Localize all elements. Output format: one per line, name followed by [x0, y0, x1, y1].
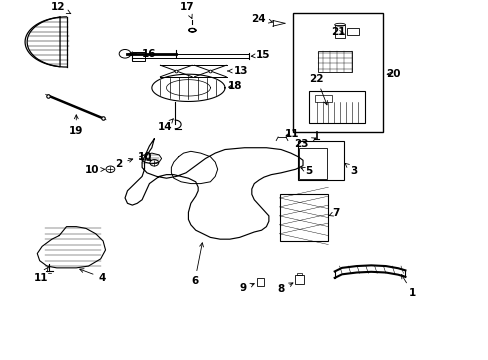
Bar: [315, 95, 331, 102]
Bar: [279, 194, 328, 241]
Text: 24: 24: [250, 14, 272, 24]
Bar: [293, 13, 383, 132]
Text: 20: 20: [385, 69, 400, 79]
Text: 2: 2: [115, 158, 132, 169]
Text: 13: 13: [227, 66, 247, 76]
Text: 19: 19: [69, 115, 83, 135]
Text: 9: 9: [239, 283, 254, 293]
Text: 10: 10: [138, 152, 152, 162]
Text: 3: 3: [345, 163, 357, 176]
Text: 14: 14: [158, 119, 173, 132]
Bar: [296, 273, 301, 275]
Text: 16: 16: [128, 49, 156, 59]
Text: 10: 10: [85, 165, 105, 175]
Text: 23: 23: [294, 138, 315, 149]
Text: 5: 5: [300, 166, 312, 176]
Text: 22: 22: [309, 73, 327, 105]
Text: 4: 4: [80, 269, 105, 283]
Bar: [334, 25, 345, 39]
Bar: [132, 52, 144, 60]
Text: 11: 11: [285, 129, 299, 139]
Text: 21: 21: [330, 27, 345, 37]
Bar: [299, 148, 326, 179]
Text: 18: 18: [227, 81, 242, 91]
Text: 17: 17: [179, 2, 194, 18]
Text: 15: 15: [251, 50, 270, 60]
Bar: [317, 51, 351, 72]
Text: 8: 8: [277, 283, 292, 294]
Text: 7: 7: [328, 208, 339, 218]
Bar: [308, 91, 364, 123]
Text: 12: 12: [51, 2, 71, 14]
Text: 11: 11: [34, 267, 48, 283]
Bar: [298, 140, 344, 180]
Text: 6: 6: [191, 243, 203, 286]
Bar: [256, 278, 264, 286]
Text: 1: 1: [401, 275, 415, 298]
Bar: [294, 275, 303, 284]
Bar: [346, 28, 358, 35]
